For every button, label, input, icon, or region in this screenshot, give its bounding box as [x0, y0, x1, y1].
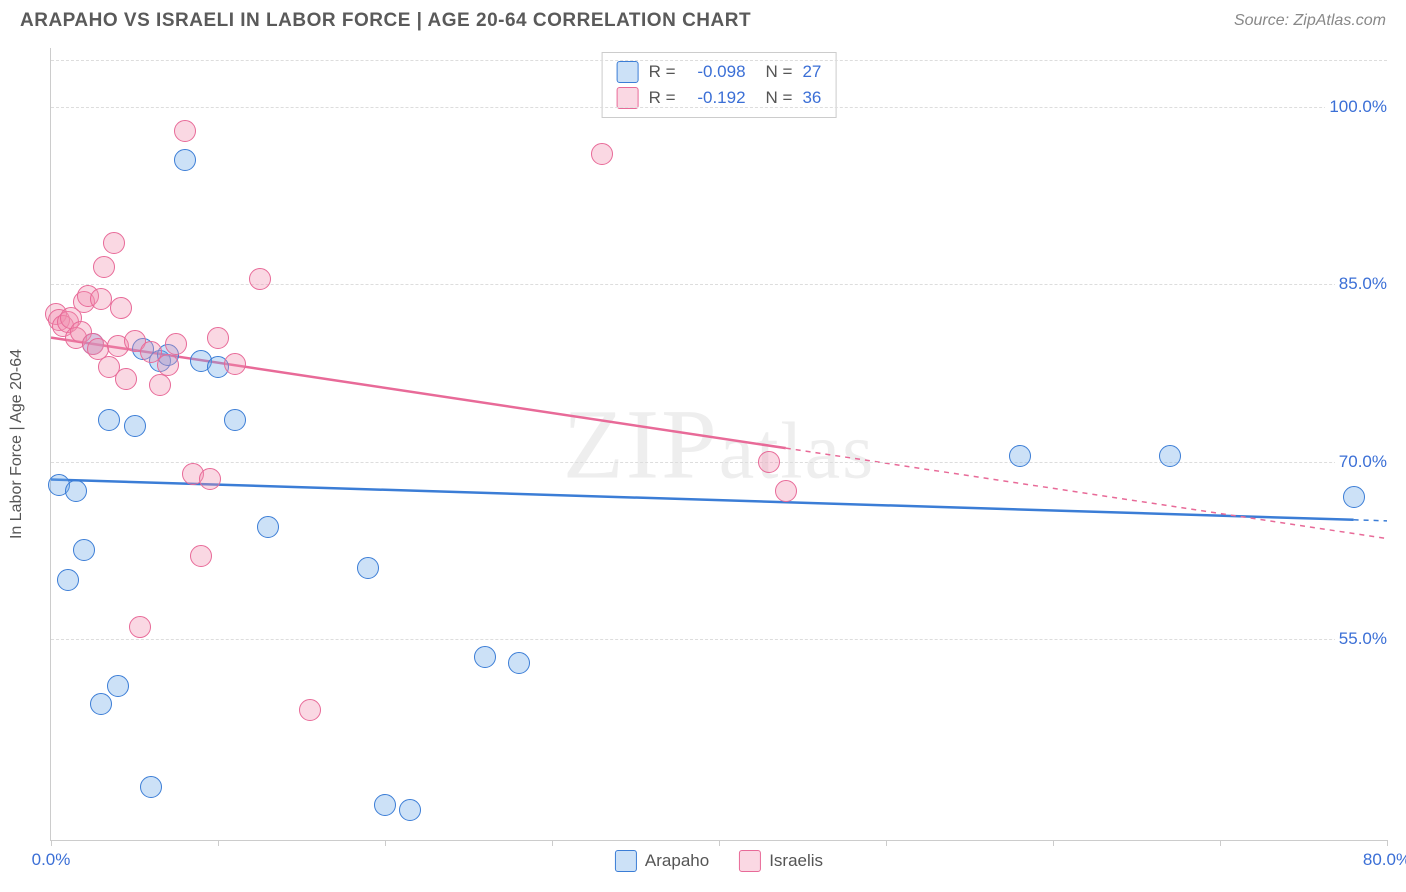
scatter-point-israelis [190, 545, 212, 567]
watermark: ZIPatlas [563, 387, 876, 502]
scatter-point-israelis [299, 699, 321, 721]
gridline [51, 462, 1387, 463]
scatter-point-arapaho [73, 539, 95, 561]
y-tick-label: 70.0% [1335, 452, 1391, 472]
scatter-point-israelis [157, 354, 179, 376]
scatter-point-israelis [165, 333, 187, 355]
y-axis-label: In Labor Force | Age 20-64 [8, 349, 26, 539]
scatter-point-israelis [775, 480, 797, 502]
scatter-point-arapaho [374, 794, 396, 816]
stats-row-arapaho: R = -0.098 N = 27 [617, 59, 822, 85]
scatter-point-arapaho [357, 557, 379, 579]
source-label: Source: ZipAtlas.com [1234, 12, 1386, 30]
legend-item-arapaho: Arapaho [615, 850, 709, 872]
stat-r-value: -0.192 [686, 88, 746, 108]
scatter-point-arapaho [1009, 445, 1031, 467]
scatter-point-israelis [591, 143, 613, 165]
x-tick [1220, 840, 1221, 846]
scatter-point-arapaho [508, 652, 530, 674]
scatter-point-arapaho [57, 569, 79, 591]
y-tick-label: 85.0% [1335, 274, 1391, 294]
scatter-point-israelis [90, 288, 112, 310]
scatter-point-israelis [224, 353, 246, 375]
y-tick-label: 55.0% [1335, 629, 1391, 649]
x-tick [51, 840, 52, 846]
scatter-point-arapaho [257, 516, 279, 538]
stat-n-label: N = [766, 88, 793, 108]
scatter-point-arapaho [98, 409, 120, 431]
legend-swatch [617, 87, 639, 109]
stat-r-label: R = [649, 88, 676, 108]
trend-lines-layer [51, 48, 1387, 840]
x-tick [719, 840, 720, 846]
scatter-point-arapaho [474, 646, 496, 668]
x-tick-label: 80.0% [1363, 850, 1406, 870]
stat-n-value: 27 [802, 62, 821, 82]
scatter-point-arapaho [107, 675, 129, 697]
series-legend: Arapaho Israelis [615, 850, 823, 872]
chart-header: ARAPAHO VS ISRAELI IN LABOR FORCE | AGE … [0, 0, 1406, 38]
trend-line-dashed-arapaho [1354, 520, 1387, 521]
scatter-point-arapaho [1343, 486, 1365, 508]
gridline [51, 639, 1387, 640]
trend-line-arapaho [51, 479, 1354, 519]
correlation-stats-box: R = -0.098 N = 27 R = -0.192 N = 36 [602, 52, 837, 118]
legend-label: Israelis [769, 851, 823, 871]
scatter-point-israelis [103, 232, 125, 254]
scatter-point-israelis [758, 451, 780, 473]
scatter-point-israelis [93, 256, 115, 278]
scatter-point-israelis [129, 616, 151, 638]
stat-n-label: N = [766, 62, 793, 82]
legend-item-israelis: Israelis [739, 850, 823, 872]
scatter-point-israelis [149, 374, 171, 396]
scatter-point-arapaho [224, 409, 246, 431]
x-tick [1053, 840, 1054, 846]
scatter-point-arapaho [65, 480, 87, 502]
stat-r-value: -0.098 [686, 62, 746, 82]
x-tick [552, 840, 553, 846]
x-tick [218, 840, 219, 846]
scatter-point-arapaho [140, 776, 162, 798]
scatter-point-arapaho [124, 415, 146, 437]
stat-n-value: 36 [802, 88, 821, 108]
x-tick [385, 840, 386, 846]
scatter-point-israelis [174, 120, 196, 142]
scatter-point-israelis [207, 327, 229, 349]
scatter-point-arapaho [90, 693, 112, 715]
scatter-point-israelis [249, 268, 271, 290]
chart-title: ARAPAHO VS ISRAELI IN LABOR FORCE | AGE … [20, 10, 751, 32]
gridline [51, 60, 1387, 61]
y-tick-label: 100.0% [1325, 97, 1391, 117]
gridline [51, 107, 1387, 108]
scatter-point-arapaho [174, 149, 196, 171]
legend-label: Arapaho [645, 851, 709, 871]
scatter-point-arapaho [399, 799, 421, 821]
legend-swatch [617, 61, 639, 83]
scatter-point-israelis [115, 368, 137, 390]
stat-r-label: R = [649, 62, 676, 82]
x-tick-label: 0.0% [32, 850, 71, 870]
legend-swatch [739, 850, 761, 872]
x-tick [1387, 840, 1388, 846]
legend-swatch [615, 850, 637, 872]
scatter-point-arapaho [1159, 445, 1181, 467]
x-tick [886, 840, 887, 846]
scatter-point-israelis [110, 297, 132, 319]
scatter-point-israelis [199, 468, 221, 490]
chart-plot-area: In Labor Force | Age 20-64 ZIPatlas R =-… [50, 48, 1387, 841]
